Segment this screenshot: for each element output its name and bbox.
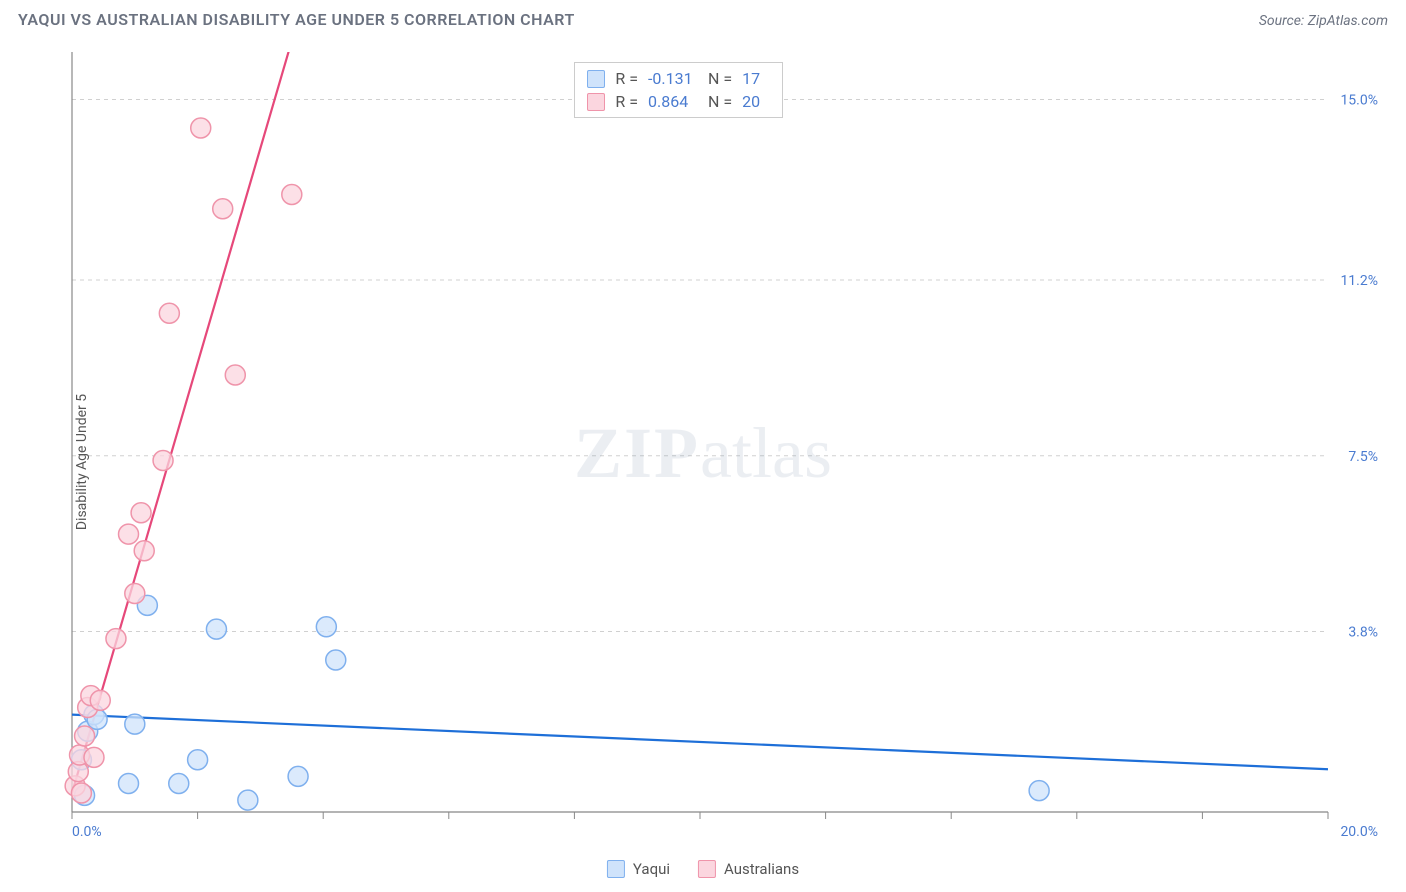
legend-swatch	[587, 93, 605, 111]
legend-swatch	[698, 860, 716, 878]
stat-n-label: N =	[708, 92, 732, 111]
y-axis-label: Disability Age Under 5	[74, 394, 90, 530]
scatter-chart: 3.8% 7.5% 11.2% 15.0% 0.0% 20.0%	[18, 44, 1388, 846]
stat-r-value: -0.131	[648, 69, 698, 88]
stat-n-label: N =	[708, 69, 732, 88]
chart-title: YAQUI VS AUSTRALIAN DISABILITY AGE UNDER…	[18, 10, 575, 29]
series-legend: Yaqui Australians	[607, 860, 799, 878]
stat-n-value: 17	[742, 69, 770, 88]
legend-label: Yaqui	[633, 860, 670, 878]
chart-header: YAQUI VS AUSTRALIAN DISABILITY AGE UNDER…	[0, 0, 1406, 35]
svg-text:0.0%: 0.0%	[72, 824, 102, 840]
legend-swatch	[587, 70, 605, 88]
chart-source: Source: ZipAtlas.com	[1259, 13, 1388, 29]
svg-text:11.2%: 11.2%	[1340, 273, 1378, 289]
correlation-legend: R = -0.131 N = 17 R = 0.864 N = 20	[574, 62, 783, 118]
svg-text:7.5%: 7.5%	[1348, 449, 1378, 465]
stat-row-yaqui: R = -0.131 N = 17	[583, 67, 774, 90]
stat-r-label: R =	[615, 69, 638, 88]
svg-text:20.0%: 20.0%	[1340, 824, 1378, 840]
svg-text:3.8%: 3.8%	[1348, 625, 1378, 641]
stat-r-value: 0.864	[648, 92, 698, 111]
chart-container: Disability Age Under 5 ZIPatlas 3.8%7.5%…	[18, 44, 1388, 880]
legend-swatch	[607, 860, 625, 878]
stat-row-australians: R = 0.864 N = 20	[583, 90, 774, 113]
legend-item-australians: Australians	[698, 860, 799, 878]
source-name: ZipAtlas.com	[1308, 13, 1388, 29]
stat-r-label: R =	[615, 92, 638, 111]
svg-text:15.0%: 15.0%	[1340, 93, 1378, 109]
stat-n-value: 20	[742, 92, 770, 111]
legend-label: Australians	[724, 860, 799, 878]
source-label: Source:	[1259, 13, 1304, 29]
legend-item-yaqui: Yaqui	[607, 860, 670, 878]
